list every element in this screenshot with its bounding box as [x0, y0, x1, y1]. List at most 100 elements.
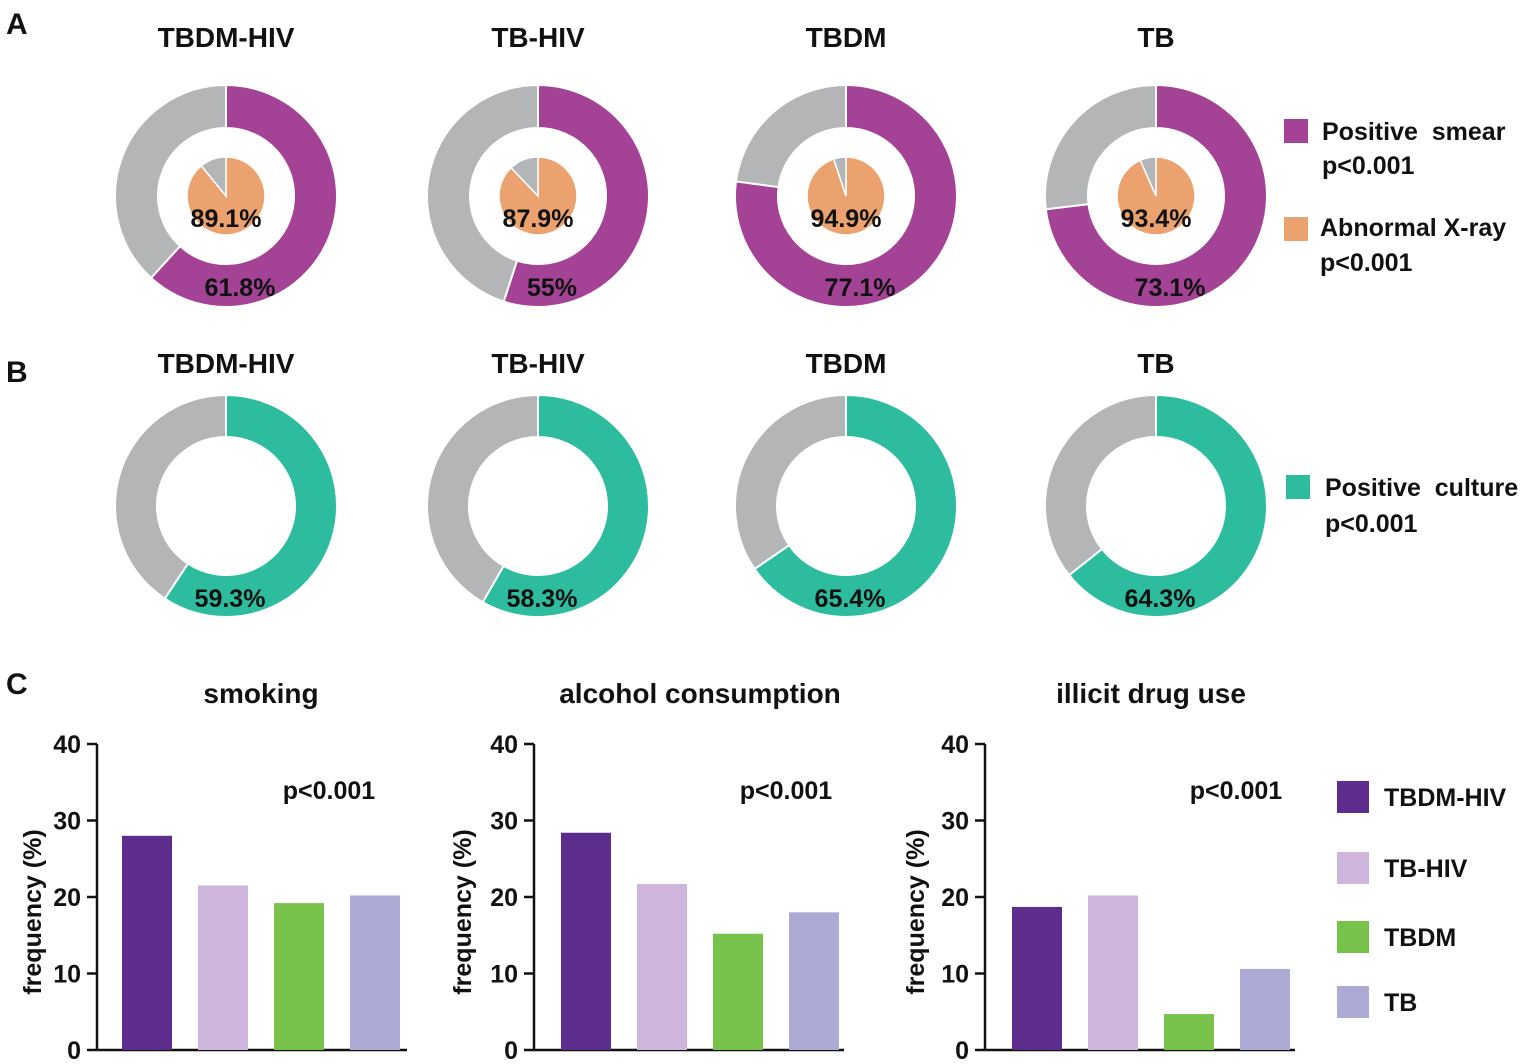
y-tick-label-smoking-40: 40	[53, 731, 81, 759]
legend-swatch-abnormal-xray	[1284, 217, 1308, 241]
pie-slice-xray-normal-tbdm	[832, 156, 847, 197]
donut-title-a-tb: TB	[1137, 22, 1174, 53]
ring-label-culture-tb: 64.3%	[1125, 585, 1196, 613]
legend-swatch-tb-hiv	[1337, 852, 1369, 884]
ring-slice-smear-negative-tb	[1044, 83, 1157, 211]
y-tick-label-smoking-20: 20	[53, 884, 81, 912]
ring-slice-culture-negative-tb-hiv	[426, 393, 539, 604]
ring-label-smear-tb-hiv: 55%	[527, 274, 577, 302]
y-tick-label-alcohol-consumption-30: 30	[490, 808, 518, 836]
bar-smoking-tb-hiv	[198, 885, 248, 1050]
legend-swatch-tbdm	[1337, 921, 1369, 953]
legend-label-positive-culture: Positive culture	[1325, 474, 1518, 502]
panel-letter-b: B	[6, 356, 28, 389]
panel-b-legend: Positive culture p<0.001	[1286, 474, 1518, 538]
pie-label-xray-tbdm-hiv: 89.1%	[191, 205, 262, 233]
bar-illicit-drug-use-tbdm	[1164, 1014, 1214, 1050]
ring-slice-culture-tbdm-hiv	[163, 393, 338, 618]
pie-slice-xray-normal-tb	[1139, 156, 1157, 197]
bar-alcohol-consumption-tbdm	[713, 933, 763, 1050]
bar-smoking-tbdm	[274, 903, 324, 1050]
bar-illicit-drug-use-tb-hiv	[1088, 895, 1138, 1050]
legend-label-tb-hiv: TB-HIV	[1384, 855, 1468, 883]
donut-title-b-tbdm-hiv: TBDM-HIV	[158, 348, 295, 379]
pie-slice-xray-normal-tb-hiv	[510, 156, 539, 198]
donut-title-b-tb-hiv: TB-HIV	[491, 348, 585, 379]
y-tick-label-illicit-drug-use-10: 10	[941, 961, 969, 989]
panel-letter-a: A	[6, 8, 28, 41]
ring-slice-smear-tbdm-hiv	[149, 83, 338, 308]
ring-label-smear-tbdm-hiv: 61.8%	[205, 274, 276, 302]
y-tick-label-illicit-drug-use-0: 0	[955, 1037, 969, 1064]
bar-smoking-tb	[350, 895, 400, 1050]
p-value-smoking: p<0.001	[283, 777, 376, 805]
panel-a-smear-xray: TBDM-HIV 89.1% 61.8% TB-HIV 87.9% 55% TBDM 94.9…	[114, 22, 1268, 308]
chart-title-illicit-drug-use: illicit drug use	[1056, 678, 1246, 709]
y-axis-label-smoking: frequency (%)	[19, 829, 47, 994]
legend-swatch-tb	[1337, 986, 1369, 1018]
bar-smoking-tbdm-hiv	[122, 835, 172, 1050]
ring-label-smear-tbdm: 77.1%	[825, 274, 896, 302]
ring-label-culture-tb-hiv: 58.3%	[507, 585, 578, 613]
ring-slice-culture-negative-tb	[1044, 393, 1157, 577]
legend-swatch-positive-culture	[1286, 475, 1310, 499]
panel-c-legend: TBDM-HIV TB-HIV TBDM TB	[1337, 781, 1507, 1018]
bar-illicit-drug-use-tbdm-hiv	[1012, 906, 1062, 1050]
y-axis-label-alcohol-consumption: frequency (%)	[449, 829, 477, 994]
ring-slice-culture-tbdm	[753, 393, 958, 618]
ring-slice-smear-tb-hiv	[502, 83, 650, 308]
ring-slice-smear-negative-tbdm	[734, 83, 847, 189]
panel-letter-c: C	[6, 668, 28, 701]
ring-label-culture-tbdm: 65.4%	[815, 585, 886, 613]
chart-title-alcohol-consumption: alcohol consumption	[559, 678, 841, 709]
ring-slice-culture-negative-tbdm-hiv	[114, 393, 227, 600]
y-axis-label-illicit-drug-use: frequency (%)	[902, 829, 930, 994]
donut-title-a-tbdm-hiv: TBDM-HIV	[158, 22, 295, 53]
legend-label-tb: TB	[1384, 989, 1417, 1017]
legend-swatch-positive-smear	[1284, 119, 1308, 143]
legend-label-positive-smear: Positive smear	[1322, 118, 1506, 146]
y-tick-label-alcohol-consumption-0: 0	[504, 1037, 518, 1064]
y-tick-label-alcohol-consumption-10: 10	[490, 961, 518, 989]
ring-label-culture-tbdm-hiv: 59.3%	[195, 585, 266, 613]
y-tick-label-alcohol-consumption-20: 20	[490, 884, 518, 912]
chart-title-smoking: smoking	[203, 678, 318, 709]
ring-slice-culture-tb-hiv	[481, 393, 650, 618]
ring-slice-smear-negative-tb-hiv	[426, 83, 539, 303]
y-tick-label-smoking-0: 0	[67, 1037, 81, 1064]
y-tick-label-alcohol-consumption-40: 40	[490, 731, 518, 759]
pie-label-xray-tbdm: 94.9%	[811, 205, 882, 233]
legend-pvalue-positive-culture: p<0.001	[1325, 510, 1418, 538]
legend-label-tbdm: TBDM	[1384, 924, 1456, 952]
legend-pvalue-abnormal-xray: p<0.001	[1320, 249, 1413, 277]
panel-c-bar-charts: smoking frequency (%) 0 10 20 30 40 p<0.001 alco…	[19, 678, 1295, 1064]
ring-slice-smear-negative-tbdm-hiv	[114, 83, 227, 280]
legend-pvalue-positive-smear: p<0.001	[1322, 152, 1415, 180]
legend-label-abnormal-xray: Abnormal X-ray	[1320, 214, 1506, 242]
bar-alcohol-consumption-tb-hiv	[637, 883, 687, 1050]
bar-alcohol-consumption-tb	[789, 912, 839, 1050]
y-tick-label-smoking-30: 30	[53, 808, 81, 836]
ring-slice-smear-tbdm	[734, 83, 958, 308]
p-value-alcohol-consumption: p<0.001	[740, 777, 833, 805]
y-tick-label-illicit-drug-use-30: 30	[941, 808, 969, 836]
ring-label-smear-tb: 73.1%	[1135, 274, 1206, 302]
p-value-illicit-drug-use: p<0.001	[1190, 777, 1283, 805]
donut-title-b-tbdm: TBDM	[806, 348, 887, 379]
pie-slice-xray-normal-tbdm-hiv	[200, 156, 227, 199]
y-tick-label-illicit-drug-use-40: 40	[941, 731, 969, 759]
legend-label-tbdm-hiv: TBDM-HIV	[1384, 784, 1507, 812]
panel-b-culture: TBDM-HIV 59.3% TB-HIV 58.3% TBDM 65.4% TB 64.3%	[114, 348, 1268, 618]
panel-a-legend: Positive smear p<0.001 Abnormal X-ray p<…	[1284, 118, 1506, 277]
pie-label-xray-tb: 93.4%	[1121, 205, 1192, 233]
y-tick-label-illicit-drug-use-20: 20	[941, 884, 969, 912]
donut-title-b-tb: TB	[1137, 348, 1174, 379]
pie-label-xray-tb-hiv: 87.9%	[503, 205, 574, 233]
y-tick-label-smoking-10: 10	[53, 961, 81, 989]
ring-slice-smear-tb	[1044, 83, 1268, 308]
ring-slice-culture-negative-tbdm	[734, 393, 847, 571]
legend-swatch-tbdm-hiv	[1337, 781, 1369, 813]
bar-alcohol-consumption-tbdm-hiv	[561, 832, 611, 1050]
bar-illicit-drug-use-tb	[1240, 968, 1290, 1050]
